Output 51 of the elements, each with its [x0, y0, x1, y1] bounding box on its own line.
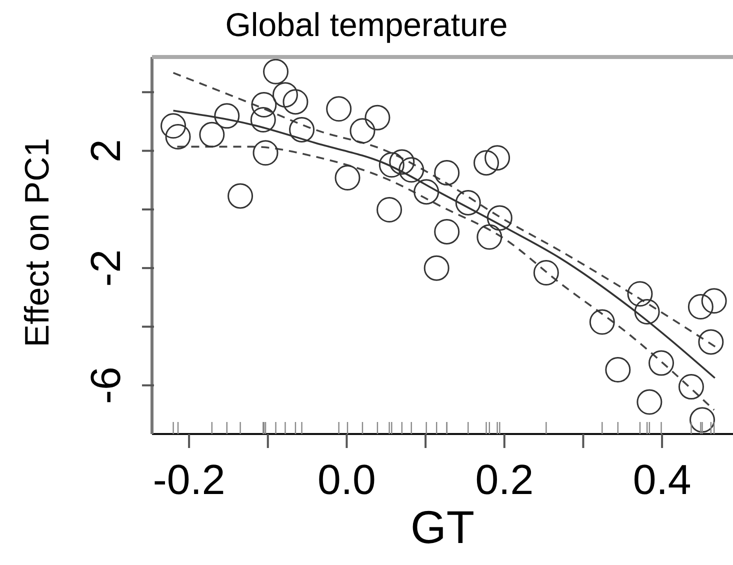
point — [199, 122, 225, 148]
point — [251, 92, 277, 118]
point — [605, 357, 631, 383]
x-axis-title: GT — [410, 501, 474, 553]
point — [486, 205, 512, 231]
y-tick-label: -6 — [82, 366, 129, 404]
point — [434, 218, 460, 244]
point — [228, 183, 254, 209]
point — [634, 299, 660, 325]
point — [376, 196, 402, 222]
point — [434, 160, 460, 186]
point — [272, 82, 298, 108]
point — [484, 145, 510, 171]
point — [688, 294, 714, 320]
point — [350, 118, 376, 144]
point — [250, 106, 276, 132]
x-tick-label: 0.2 — [475, 456, 534, 503]
y-axis-title: Effect on PC1 — [18, 136, 58, 350]
point — [627, 281, 653, 307]
point — [364, 104, 390, 130]
point — [476, 224, 502, 250]
point — [398, 157, 424, 183]
point — [252, 140, 278, 166]
point — [455, 190, 481, 216]
x-tick-label: 0.4 — [632, 456, 692, 503]
y-tick-label: 2 — [82, 139, 129, 162]
point — [160, 113, 186, 139]
point — [698, 329, 724, 355]
point — [414, 179, 440, 205]
point — [263, 58, 289, 84]
point — [282, 89, 308, 115]
x-tick-label: -0.2 — [152, 456, 226, 503]
point — [334, 165, 360, 191]
point — [701, 288, 727, 314]
point — [424, 255, 450, 281]
point — [214, 103, 240, 129]
x-tick-label: 0.0 — [318, 456, 376, 503]
point — [648, 350, 674, 376]
point — [636, 389, 662, 415]
point — [589, 309, 615, 335]
point — [678, 374, 704, 400]
point — [378, 152, 404, 178]
chart-title: Global temperature — [224, 6, 509, 44]
point — [289, 116, 315, 142]
point — [474, 150, 499, 176]
point — [690, 407, 716, 433]
y-tick-label: -2 — [82, 249, 129, 287]
point — [165, 124, 191, 150]
point — [389, 149, 415, 175]
point — [326, 96, 352, 122]
point — [533, 260, 559, 286]
